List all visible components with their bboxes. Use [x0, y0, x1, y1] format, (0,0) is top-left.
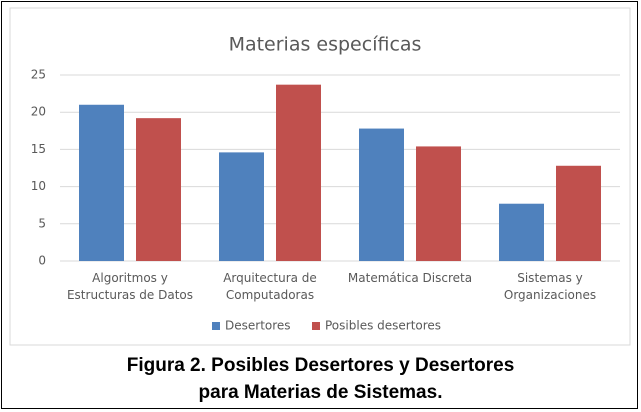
bar	[136, 118, 181, 261]
y-tick-label: 25	[31, 68, 46, 82]
bar	[499, 203, 544, 261]
legend-label: Desertores	[225, 319, 291, 333]
x-tick-label: Matemática Discreta	[347, 271, 473, 285]
legend-label: Posibles desertores	[325, 319, 441, 333]
y-tick-label: 15	[31, 142, 46, 156]
x-tick-label: Algoritmos y Estructuras de Datos	[66, 271, 194, 302]
y-tick-label: 10	[31, 179, 46, 193]
x-tick-label: Arquitectura de Computadoras	[223, 271, 317, 302]
bar	[276, 84, 321, 261]
y-tick-label: 5	[38, 216, 46, 230]
legend-swatch	[312, 322, 320, 330]
x-tick-label: Sistemas y Organizaciones	[503, 271, 597, 302]
caption: Figura 2. Posibles Desertores y Desertor…	[126, 355, 515, 403]
bar	[556, 165, 601, 261]
bar	[219, 152, 264, 261]
legend-swatch	[212, 322, 220, 330]
chart-title: Materias específicas	[229, 34, 422, 56]
bar	[416, 146, 461, 261]
y-tick-label: 0	[38, 254, 46, 268]
bar	[79, 104, 124, 261]
y-tick-label: 20	[31, 105, 46, 119]
bar	[359, 128, 404, 261]
